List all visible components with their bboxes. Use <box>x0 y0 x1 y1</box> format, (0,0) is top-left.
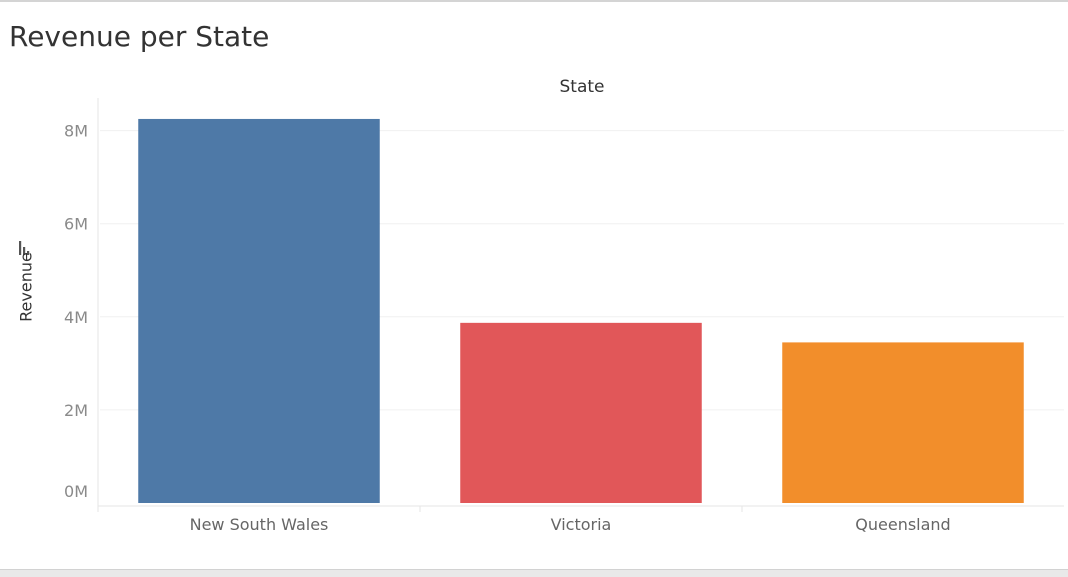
bottom-bar <box>0 569 1068 577</box>
y-tick-label: 8M <box>64 122 88 141</box>
bar[interactable] <box>460 322 702 503</box>
axes <box>97 98 1064 512</box>
y-tick-label: 2M <box>64 401 88 420</box>
top-border <box>0 0 1068 2</box>
y-tick-label: 0M <box>64 482 88 501</box>
column-header[interactable]: State <box>559 77 605 97</box>
x-category-labels: New South Wales Victoria Queensland <box>190 515 951 534</box>
x-category-label: Victoria <box>551 515 612 534</box>
x-category-label: New South Wales <box>190 515 329 534</box>
y-tick-labels: 0M 2M 4M 6M 8M <box>64 122 88 501</box>
chart-title: Revenue per State <box>9 20 270 53</box>
bar[interactable] <box>782 342 1024 503</box>
y-tick-label: 4M <box>64 308 88 327</box>
bars <box>138 118 1024 503</box>
bar[interactable] <box>138 118 380 503</box>
sort-icon[interactable] <box>17 241 31 257</box>
x-category-label: Queensland <box>855 515 950 534</box>
y-tick-label: 6M <box>64 215 88 234</box>
